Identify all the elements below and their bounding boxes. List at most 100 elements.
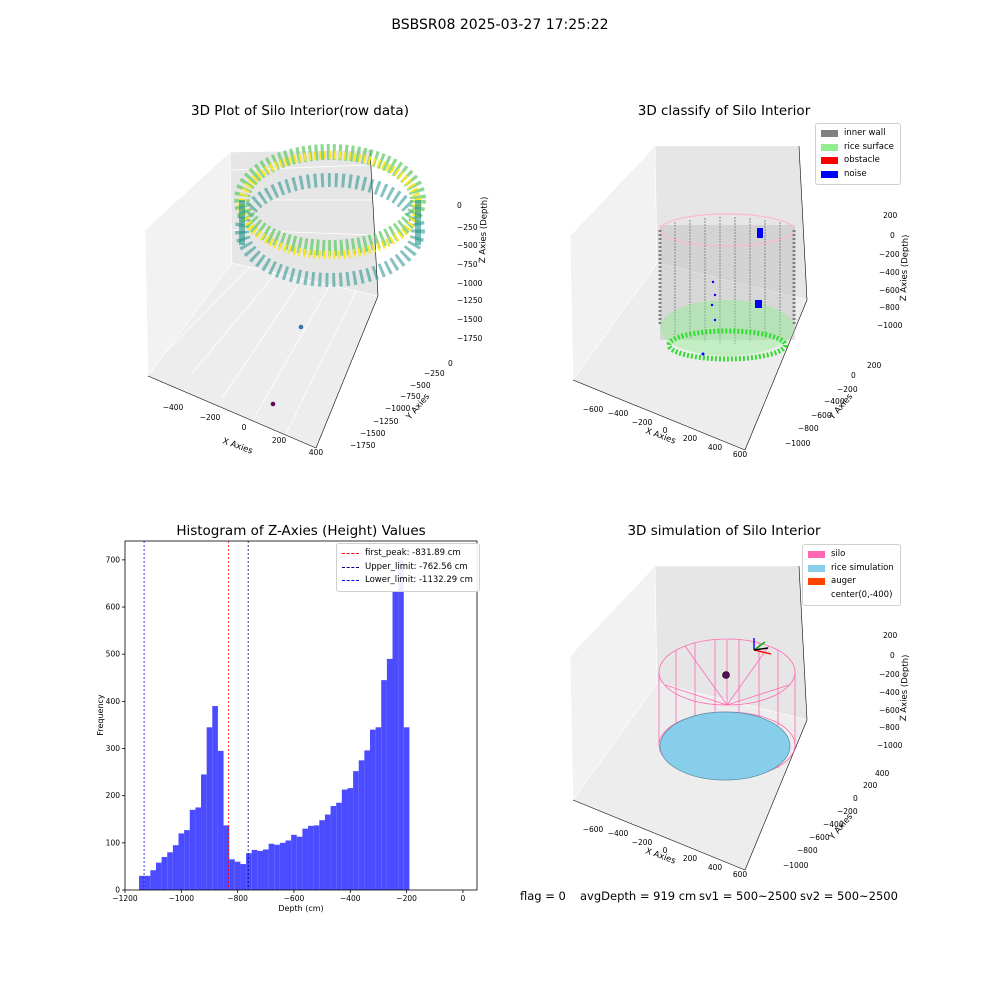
histogram-bar [246, 853, 252, 890]
legend-swatch [821, 157, 838, 165]
legend-item-first-peak: first_peak: -831.89 cm [342, 547, 473, 561]
simulation-y-tick: −800 [797, 846, 818, 855]
legend-line [342, 566, 359, 568]
center-axes-marker [753, 638, 772, 655]
histogram-y-tick: 300 [106, 744, 121, 753]
legend-swatch [808, 551, 825, 559]
classify-z-tick: 200 [883, 211, 898, 220]
raw-y-tick: −1750 [350, 441, 376, 450]
legend-line [342, 580, 359, 582]
histogram-y-tick: 0 [115, 886, 120, 895]
simulation-y-tick: −1000 [783, 861, 809, 870]
simulation-z-tick: −1000 [877, 741, 903, 750]
raw-3d-plot: −400 −200 0 200 400 0 −250 −500 −750 −10… [144, 144, 490, 457]
histogram-y-tick: 400 [106, 697, 121, 706]
histogram-bar [296, 836, 303, 890]
legend-line [342, 553, 359, 555]
histogram-bar [262, 849, 269, 890]
histogram-bar [274, 844, 280, 890]
histogram-bar [155, 862, 162, 890]
histogram-bar [392, 591, 399, 890]
histogram-bar [336, 802, 342, 890]
classify-plot-title: 3D classify of Silo Interior [637, 103, 811, 119]
classify-z-tick: 0 [890, 231, 895, 240]
classify-y-tick: 0 [851, 371, 856, 380]
histogram-bar [403, 727, 410, 890]
histogram-x-tick: −800 [227, 894, 248, 903]
legend-item-noise: noise [821, 168, 894, 182]
classify-z-axis-label: Z Axies (Depth) [899, 234, 911, 301]
histogram-y-tick: 500 [106, 650, 121, 659]
classify-x-tick: −600 [583, 405, 604, 414]
figure-title: BSBSR08 2025-03-27 17:25:22 [391, 17, 609, 33]
histogram-bar [341, 789, 348, 890]
classify-z-tick: −200 [879, 250, 900, 259]
simulation-y-tick: 200 [863, 781, 878, 790]
raw-z-tick: −250 [457, 223, 478, 232]
histogram-bar [268, 843, 275, 890]
histogram-bar [150, 870, 156, 890]
legend-item-inner-wall: inner wall [821, 127, 894, 141]
simulation-y-tick: 400 [875, 769, 890, 778]
histogram-bar [201, 774, 207, 890]
legend-item-auger: auger [808, 575, 894, 589]
histogram-bar [358, 760, 365, 890]
histogram-bar [144, 875, 151, 890]
classify-legend: inner wall rice surface obstacle noise [815, 123, 901, 185]
footer-sv2: sv2 = 500~2500 [800, 889, 898, 903]
histogram-bar [375, 727, 382, 890]
raw-x-axis-label: X Axies [221, 436, 254, 456]
simulation-x-tick: −200 [632, 838, 653, 847]
raw-x-tick: 400 [309, 448, 324, 457]
simulation-plot-title: 3D simulation of Silo Interior [627, 523, 821, 539]
raw-x-tick: −400 [163, 403, 184, 412]
raw-z-tick: −1750 [457, 334, 483, 343]
simulation-y-tick: −200 [837, 807, 858, 816]
simulation-x-tick: 600 [733, 870, 748, 879]
legend-swatch [808, 578, 825, 586]
classify-y-tick: −600 [811, 411, 832, 420]
histogram-y-tick: 200 [106, 791, 121, 800]
legend-swatch [821, 170, 838, 178]
legend-item-lower-limit: Lower_limit: -1132.29 cm [342, 574, 473, 588]
auger-marker [722, 671, 730, 679]
histogram-title: Histogram of Z-Axies (Height) Values [176, 523, 426, 539]
histogram-x-tick: −400 [340, 894, 361, 903]
histogram-x-axis-label: Depth (cm) [278, 904, 323, 913]
classify-3d-plot: −600 −400 −200 0 200 400 600 200 0 −200 … [569, 145, 911, 459]
histogram-x-tick: 0 [461, 894, 466, 903]
histogram-x-tick: −600 [284, 894, 305, 903]
legend-swatch [808, 592, 825, 599]
classify-x-tick: 600 [733, 450, 748, 459]
raw-z-tick: −750 [457, 260, 478, 269]
histogram-bar [347, 788, 354, 890]
footer-flag: flag = 0 [520, 889, 566, 903]
classify-y-tick: −1000 [785, 439, 811, 448]
raw-point-cloud [234, 144, 426, 287]
simulation-z-tick: −200 [879, 670, 900, 679]
histogram-bar [206, 727, 213, 890]
simulation-legend: silo rice simulation auger center(0,-400… [802, 544, 901, 606]
histogram-bars [139, 559, 410, 890]
raw-y-tick: −750 [400, 392, 421, 401]
classify-y-tick: −200 [837, 385, 858, 394]
histogram-y-ticks: 0 100 200 300 400 500 600 700 [106, 555, 125, 895]
simulation-z-tick: −800 [879, 723, 900, 732]
histogram-x-tick: −1200 [112, 894, 138, 903]
raw-y-tick: 0 [448, 359, 453, 368]
simulation-z-tick: 200 [883, 631, 898, 640]
classify-z-tick: −1000 [877, 321, 903, 330]
histogram-bar [195, 807, 202, 890]
histogram-bar [178, 833, 185, 890]
simulation-y-tick: 0 [853, 794, 858, 803]
raw-y-tick: −500 [410, 381, 431, 390]
raw-z-tick: −1250 [457, 296, 483, 305]
raw-plot-title: 3D Plot of Silo Interior(row data) [191, 103, 409, 119]
histogram-x-ticks: −1200 −1000 −800 −600 −400 −200 0 [112, 890, 466, 903]
histogram-bar [217, 750, 224, 890]
classify-x-tick: 400 [708, 443, 723, 452]
histogram-bar [308, 825, 314, 890]
legend-item-silo: silo [808, 548, 894, 562]
simulation-y-tick: −600 [809, 833, 830, 842]
histogram-bar [229, 859, 235, 890]
